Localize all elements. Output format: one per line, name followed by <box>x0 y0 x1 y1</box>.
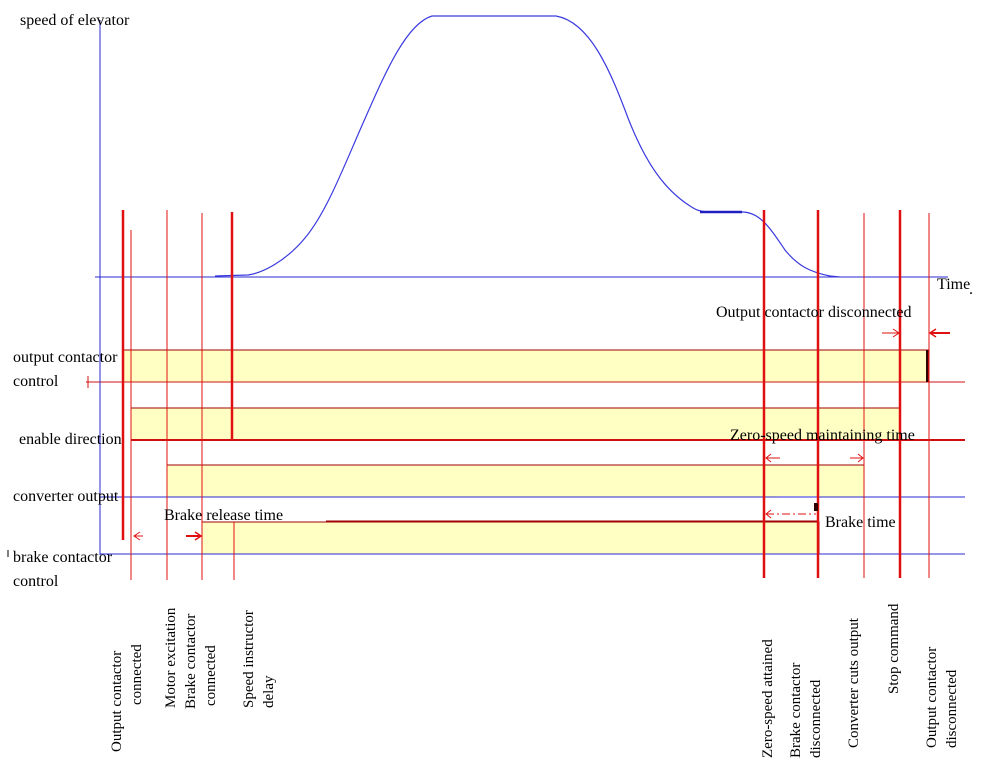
time-axis-label: Time <box>937 276 970 293</box>
speed-curve <box>214 15 841 278</box>
event-label-converter-cuts-output: Converter cuts output <box>846 617 862 748</box>
event-label-output-contactor-connected-2: connected <box>129 644 145 705</box>
speed-axis-label: speed of elevator <box>20 12 130 29</box>
event-labels: Output contactor connected Motor excitat… <box>109 603 960 758</box>
signal-labels: output contactor control enable directio… <box>7 349 122 590</box>
brake-time-annotation: Brake time <box>825 514 896 531</box>
output-contactor-disconnected-annotation: Output contactor disconnected <box>716 304 912 321</box>
event-label-speed-instructor-delay-2: delay <box>261 675 277 708</box>
time-axis-dot: . <box>969 281 973 298</box>
interval-annotations: Output contactor disconnected Zero-speed… <box>164 304 915 531</box>
band-enable-direction <box>130 407 901 441</box>
zero-speed-maintaining-time-annotation: Zero-speed maintaining time <box>730 427 915 444</box>
zero-speed-arrow-right-head <box>857 453 864 463</box>
event-label-zero-speed-attained: Zero-speed attained <box>760 639 776 758</box>
converter-band-notch <box>778 496 816 514</box>
band-converter-output <box>166 464 865 498</box>
brake-time-end-marker <box>814 503 818 511</box>
zero-speed-arrow-left-head <box>765 453 772 463</box>
converter-output-label: converter output <box>13 488 119 505</box>
event-label-brake-contactor-disconnected-1: Brake contactor <box>788 663 804 758</box>
event-label-motor-excitation: Motor excitation <box>163 607 179 708</box>
event-label-brake-contactor-connected-2: connected <box>203 645 219 706</box>
band-output-contactor-control <box>122 349 929 383</box>
event-label-output-contactor-disconnected-2: disconnected <box>944 669 960 748</box>
signal-bands <box>122 349 929 555</box>
speed-axes <box>95 20 948 555</box>
interval-markers <box>133 328 950 541</box>
brake-contactor-control-label-1: brake contactor <box>13 549 113 566</box>
event-lines <box>121 210 930 580</box>
brake-time-arrow-left-head <box>765 509 772 519</box>
brake-release-arrow-head <box>194 531 203 541</box>
enable-direction-label: enable direction <box>19 431 122 448</box>
axis-labels: speed of elevator Time . <box>20 12 973 298</box>
event-label-brake-contactor-connected-1: Brake contactor <box>183 614 199 709</box>
event-label-stop-command: Stop command <box>886 603 902 694</box>
oc-disconnect-arrow-left-head <box>892 328 900 338</box>
event-label-brake-contactor-disconnected-2: disconnected <box>808 679 824 758</box>
event-label-output-contactor-connected-1: Output contactor <box>109 651 125 752</box>
event-label-speed-instructor-delay-1: Speed instructor <box>241 610 257 708</box>
band-brake-contactor-control <box>201 521 820 555</box>
oc-disconnect-arrow-right-head <box>928 328 937 338</box>
brake-contactor-control-label-2: control <box>13 573 59 590</box>
output-contactor-control-label-2: control <box>13 373 59 390</box>
event-label-output-contactor-disconnected-1: Output contactor <box>924 647 940 748</box>
output-contactor-control-label-1: output contactor <box>13 349 118 366</box>
brake-release-time-annotation: Brake release time <box>164 507 283 524</box>
